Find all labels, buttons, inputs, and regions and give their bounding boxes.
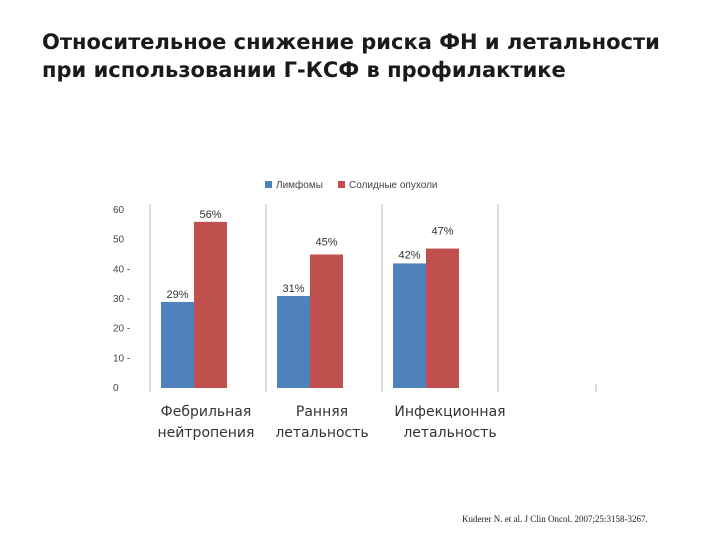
x-axis-labels: Фебрильная нейтропения Ранняя летальность Ин…: [158, 404, 506, 441]
slide-title: Относительное снижение риска ФН и леталь…: [42, 30, 660, 82]
x-tick-label: летальность: [403, 425, 496, 441]
data-label: 56%: [199, 209, 221, 221]
axes: [149, 204, 597, 392]
bar-solid-tumor-2: [426, 248, 459, 388]
x-tick-label: нейтропения: [158, 425, 255, 441]
data-label: 45%: [315, 237, 337, 249]
data-labels: 29% 56% 31% 45% 42% 47%: [166, 209, 453, 301]
data-label: 47%: [431, 226, 453, 238]
legend-label-0: Лимфомы: [276, 179, 323, 191]
y-tick-label: 10 -: [113, 353, 130, 364]
x-tick-label: Ранняя: [296, 404, 348, 420]
bar-lymphoma-1: [277, 296, 310, 388]
bar-solid-tumor-1: [310, 254, 343, 388]
bar-lymphoma-2: [393, 263, 426, 388]
bars: [161, 221, 459, 388]
legend-swatch-0: [265, 181, 272, 188]
citation: Kuderer N. et al. J Clin Oncol. 2007;25:…: [462, 514, 648, 524]
x-tick-label: Фебрильная: [161, 404, 252, 420]
x-tick-label: Инфекционная: [394, 404, 505, 420]
legend-label-1: Солидные опухоли: [349, 180, 438, 191]
x-tick-label: летальность: [275, 425, 368, 441]
y-tick-label: 20 -: [113, 324, 130, 335]
bar-lymphoma-0: [161, 301, 194, 388]
y-tick-label: 40 -: [113, 264, 130, 275]
legend-swatch-1: [338, 181, 345, 188]
bar-solid-tumor-0: [194, 221, 227, 388]
chart-legend: Лимфомы Солидные опухоли: [265, 179, 438, 191]
y-tick-label: 50: [113, 235, 125, 246]
y-tick-label: 30 -: [113, 294, 130, 305]
data-label: 42%: [398, 249, 420, 261]
data-label: 31%: [282, 283, 304, 295]
y-tick-label: 60: [113, 205, 125, 216]
y-axis-ticks: 0 10 - 20 - 30 - 40 - 50 60: [113, 205, 130, 394]
y-tick-label: 0: [113, 383, 119, 394]
data-label: 29%: [166, 289, 188, 301]
